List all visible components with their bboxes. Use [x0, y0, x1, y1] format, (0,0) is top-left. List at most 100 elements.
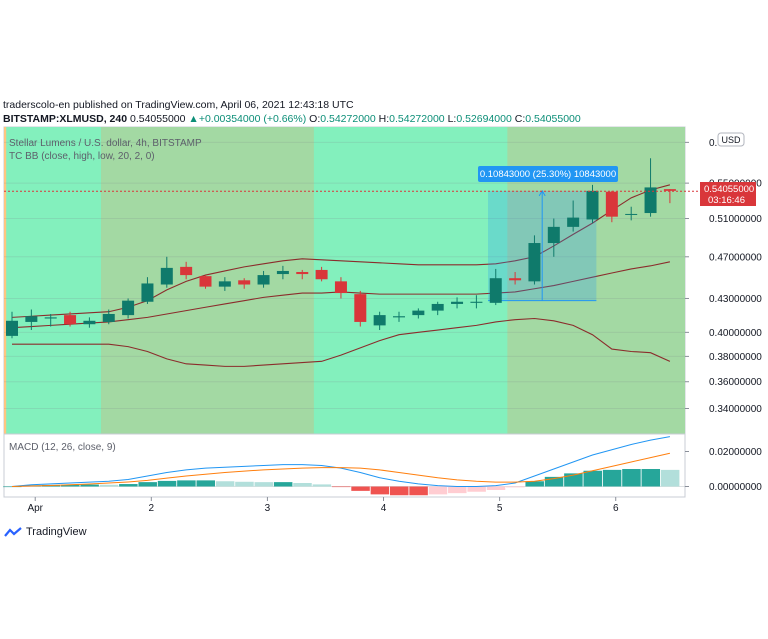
candle-up — [160, 267, 173, 285]
footer-brand-text: TradingView — [26, 526, 87, 538]
price-tag-value: 0.54055000 — [704, 184, 754, 195]
macd-histogram-bar — [293, 483, 312, 487]
candle-up — [393, 316, 405, 318]
price-tag: 0.54055000 03:16:46 — [700, 182, 756, 206]
l-label: L: — [447, 113, 457, 125]
macd-histogram-bar — [215, 481, 235, 487]
macd-histogram-bar — [370, 486, 390, 495]
macd-histogram-bar — [564, 473, 583, 487]
o-label: O: — [309, 113, 321, 125]
legend-title: Stellar Lumens / U.S. dollar, 4h, BITSTA… — [9, 138, 202, 149]
candle-up — [102, 313, 115, 322]
y-tick-label: 0.51000000 — [709, 214, 762, 225]
candle-up — [6, 320, 18, 336]
candle-up — [44, 317, 57, 319]
macd-histogram-bar — [641, 469, 661, 487]
change-arrow-icon: ▲ — [188, 113, 199, 125]
macd-histogram-bar — [467, 486, 486, 492]
candle-down — [296, 271, 309, 275]
measure-label-box — [478, 166, 618, 182]
x-tick-label: 6 — [613, 503, 619, 514]
bb-upper-line — [11, 184, 671, 318]
legend-indicator: TC BB (close, high, low, 20, 2, 0) — [9, 151, 155, 162]
c-label: C: — [514, 113, 526, 125]
price-axis[interactable]: 0.60.550000000.510000000.470000000.43000… — [685, 138, 762, 415]
candle-down — [334, 281, 347, 294]
candle-up — [141, 283, 154, 302]
macd-histogram-bar — [583, 470, 602, 487]
footer-brand[interactable]: TradingView — [4, 526, 87, 538]
candle-up — [547, 226, 560, 244]
y-tick-label: 0.6 — [709, 138, 723, 149]
macd-histogram-bar — [602, 469, 622, 487]
y-tick-label: 0.43000000 — [709, 294, 762, 305]
candle-up — [122, 300, 135, 316]
measure-label: 0.10843000 (25.30%) 10843000 — [480, 169, 616, 180]
macd-histogram-bar — [506, 486, 525, 488]
macd-histogram-bar — [157, 480, 177, 487]
macd-y-tick-label: 0.00000000 — [709, 482, 762, 493]
macd-histogram-bar — [80, 484, 99, 487]
macd-line — [11, 436, 670, 487]
candle-up — [586, 190, 599, 220]
candle-down — [315, 269, 328, 280]
candle-down — [509, 278, 522, 281]
candle-down — [238, 280, 251, 285]
currency-button-label: USD — [721, 135, 741, 145]
measure-arrow-head — [538, 189, 546, 197]
macd-histogram-bar — [196, 480, 215, 487]
price-change: +0.00354000 (+0.66%) — [198, 113, 307, 125]
candle-up — [567, 217, 580, 227]
macd-histogram-bar — [177, 480, 196, 487]
macd-histogram-bar — [409, 486, 428, 496]
candle-up — [373, 315, 386, 326]
last-price: 0.54055000 — [130, 113, 186, 125]
macd-histogram-bar — [544, 476, 564, 487]
macd-histogram-bar — [660, 469, 680, 487]
candle-down — [199, 276, 212, 287]
candle-up — [470, 301, 483, 303]
macd-histogram-bar — [235, 481, 254, 487]
time-axis[interactable]: Apr 2 3 4 5 6 — [27, 497, 619, 514]
candle-down — [605, 191, 618, 217]
macd-histogram-bar — [138, 482, 157, 487]
macd-histogram-bar — [428, 486, 448, 495]
macd-histogram-bar — [622, 469, 641, 487]
currency-button[interactable]: USD — [717, 132, 745, 147]
macd-pane-border — [3, 433, 686, 498]
macd-pane — [3, 436, 685, 496]
macd-histogram-bar — [525, 481, 544, 487]
tradingview-logo-icon — [4, 526, 22, 537]
macd-y-tick-label: 0.02000000 — [709, 447, 762, 458]
y-tick-label: 0.34000000 — [709, 404, 762, 415]
candle-down — [663, 189, 676, 191]
x-tick-label: 4 — [381, 503, 387, 514]
symbol: BITSTAMP:XLMUSD, 240 — [3, 113, 128, 125]
macd-histogram-bar — [254, 482, 274, 487]
close-value: 0.54055000 — [525, 113, 581, 125]
measure-tool[interactable]: 0.10843000 (25.30%) 10843000 — [478, 166, 618, 302]
y-tick-label: 0.38000000 — [709, 352, 762, 363]
candle-up — [276, 270, 289, 275]
macd-histogram-bar — [390, 486, 409, 496]
macd-legend: MACD (12, 26, close, 9) — [9, 442, 116, 453]
macd-histogram-bar — [312, 484, 332, 487]
candle-up — [528, 243, 541, 282]
publish-header: traderscolo-en published on TradingView.… — [3, 98, 763, 126]
macd-histogram-bar — [273, 482, 293, 487]
x-tick-label: 2 — [149, 503, 155, 514]
macd-histogram-bar — [486, 486, 506, 490]
candle-down — [354, 294, 367, 322]
candle-up — [412, 310, 425, 316]
candle-up — [489, 278, 502, 303]
macd-axis[interactable]: 0.02000000 0.00000000 — [685, 447, 762, 493]
candle-up — [25, 316, 38, 322]
bb-lower-line — [12, 317, 671, 367]
macd-histogram-bar — [351, 486, 370, 491]
high-value: 0.54272000 — [389, 113, 445, 125]
macd-histogram-bar — [99, 484, 119, 487]
x-tick-label: Apr — [27, 503, 43, 514]
h-label: H: — [378, 113, 390, 125]
macd-histogram-bar — [61, 484, 80, 487]
